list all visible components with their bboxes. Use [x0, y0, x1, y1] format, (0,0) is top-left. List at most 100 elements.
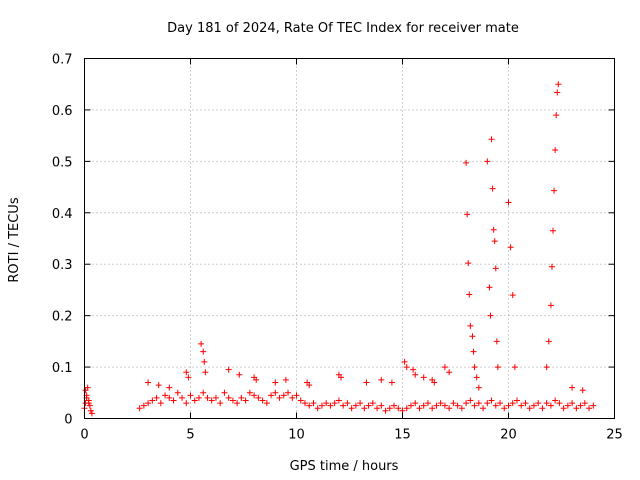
data-point — [465, 260, 472, 267]
data-point — [470, 348, 477, 355]
data-point — [581, 400, 588, 407]
data-point — [484, 158, 491, 165]
data-point — [285, 389, 292, 396]
data-point — [363, 379, 370, 386]
data-point — [463, 400, 470, 407]
data-point — [466, 291, 473, 298]
data-point — [539, 405, 546, 412]
data-point — [338, 374, 345, 381]
data-point — [564, 402, 571, 409]
data-point — [441, 364, 448, 371]
data-point — [403, 364, 410, 371]
data-point — [179, 394, 186, 401]
data-point — [480, 405, 487, 412]
data-point — [412, 371, 419, 378]
data-point — [200, 348, 207, 355]
data-point — [395, 405, 402, 412]
data-point — [217, 400, 224, 407]
data-point — [488, 397, 495, 404]
data-point — [297, 397, 304, 404]
data-point — [518, 402, 525, 409]
data-point — [410, 366, 417, 373]
data-point — [174, 389, 181, 396]
data-point — [162, 392, 169, 399]
data-point — [246, 389, 253, 396]
data-point — [407, 402, 414, 409]
data-point — [569, 400, 576, 407]
data-point — [424, 400, 431, 407]
y-tick-label: 0.4 — [52, 207, 73, 222]
data-point — [494, 364, 501, 371]
data-point — [251, 392, 258, 399]
data-point — [208, 397, 215, 404]
data-point — [382, 407, 389, 414]
data-point — [153, 394, 160, 401]
data-point — [437, 400, 444, 407]
data-point — [471, 402, 478, 409]
data-point — [348, 405, 355, 412]
data-point — [238, 394, 245, 401]
data-point — [416, 405, 423, 412]
data-point — [420, 374, 427, 381]
data-point — [236, 371, 243, 378]
data-point — [166, 384, 173, 391]
data-point — [553, 112, 560, 119]
data-point — [522, 400, 529, 407]
y-tick-label: 0 — [64, 413, 72, 428]
data-point — [441, 402, 448, 409]
data-point — [318, 402, 325, 409]
y-tick-label: 0.2 — [52, 310, 73, 325]
data-point — [149, 397, 156, 404]
y-tick-label: 0.5 — [52, 155, 73, 170]
y-tick-label: 0.1 — [52, 361, 73, 376]
data-point — [463, 159, 470, 166]
data-point — [272, 389, 279, 396]
data-point — [185, 374, 192, 381]
data-point — [552, 147, 559, 154]
data-point — [378, 402, 385, 409]
data-point — [505, 199, 512, 206]
data-point — [511, 364, 518, 371]
data-point — [306, 402, 313, 409]
y-tick-label: 0.7 — [52, 53, 73, 68]
data-point — [365, 402, 372, 409]
data-point — [198, 340, 205, 347]
data-point — [374, 405, 381, 412]
grid-lines — [84, 58, 615, 419]
data-point — [550, 227, 557, 234]
data-point — [547, 302, 554, 309]
data-point — [467, 397, 474, 404]
data-point — [369, 400, 376, 407]
data-point — [388, 379, 395, 386]
data-point — [554, 89, 561, 96]
data-point — [255, 394, 262, 401]
data-point — [493, 338, 500, 345]
data-point — [86, 402, 93, 409]
data-point — [491, 238, 498, 245]
data-point — [242, 397, 249, 404]
data-point — [263, 400, 270, 407]
data-point — [136, 405, 143, 412]
data-point — [501, 405, 508, 412]
data-point — [490, 226, 497, 233]
data-point — [577, 402, 584, 409]
data-point — [484, 400, 491, 407]
data-point — [401, 358, 408, 365]
data-point — [475, 384, 482, 391]
data-point — [155, 382, 162, 389]
plot-frame — [84, 58, 615, 419]
data-point — [378, 376, 385, 383]
data-point — [552, 397, 559, 404]
data-point — [229, 397, 236, 404]
x-tick-label: 15 — [394, 428, 411, 443]
y-axis-label: ROTI / TECUs — [7, 197, 22, 282]
data-point — [497, 400, 504, 407]
axis-ticks: 0 5 10 15 20 25 0 0.1 0.2 0.3 0.4 0.5 0.6 0.7 — [52, 53, 623, 443]
data-point — [140, 402, 147, 409]
data-point — [187, 392, 194, 399]
data-point — [391, 402, 398, 409]
data-point — [471, 364, 478, 371]
data-point — [234, 400, 241, 407]
data-point — [331, 400, 338, 407]
data-point — [212, 394, 219, 401]
